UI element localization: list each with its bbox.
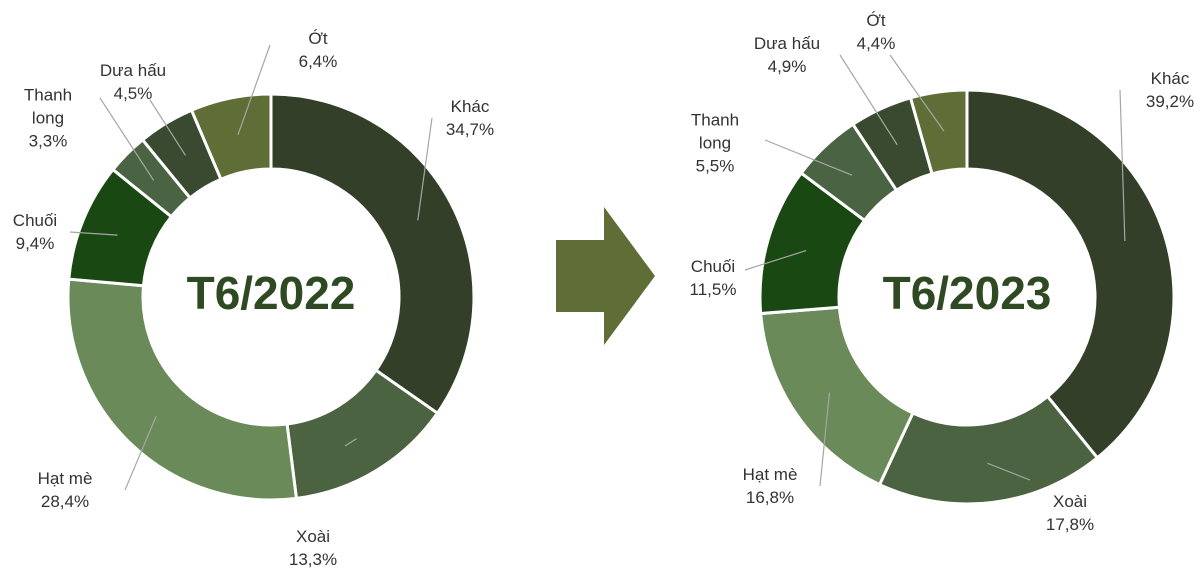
slice (66, 277, 299, 502)
arrow (556, 207, 655, 345)
category-label: Dưa hấu (753, 34, 821, 53)
leader-line (99, 97, 155, 181)
category-label: Xoài (1052, 492, 1088, 511)
leader-line (149, 99, 186, 156)
category-label: Ớt (308, 29, 328, 48)
slice-label: Chuối 9,4% (13, 209, 57, 255)
slice (965, 88, 1176, 460)
slice (189, 92, 273, 182)
slice-label: Xoài 17,8% (1046, 490, 1094, 536)
category-label: Thanh long (23, 85, 73, 128)
category-label: Dưa hấu (99, 61, 167, 80)
slice-label: Hạt mè 28,4% (38, 467, 93, 513)
leader-line (839, 54, 898, 146)
value-label: 6,4% (298, 52, 338, 71)
center-title: T6/2022 (187, 267, 356, 319)
slice (759, 305, 915, 487)
value-label: 4,5% (113, 84, 153, 103)
slice-label: Khác 39,2% (1146, 67, 1194, 113)
leader-line (889, 54, 945, 132)
value-label: 11,5% (689, 280, 737, 299)
category-label: Ớt (866, 11, 886, 30)
category-label: Chuối (12, 211, 58, 230)
value-label: 28,4% (40, 492, 90, 511)
slice-label: Ớt 4,4% (857, 9, 896, 55)
value-label: 4,9% (767, 57, 807, 76)
leader-line (69, 231, 118, 236)
category-label: Thanh long (690, 110, 740, 153)
value-label: 17,8% (1045, 515, 1095, 534)
slice-label: Ớt 6,4% (299, 27, 338, 73)
category-label: Chuối (690, 257, 736, 276)
value-label: 34,7% (445, 120, 495, 139)
value-label: 3,3% (28, 131, 68, 151)
value-label: 5,5% (695, 156, 735, 176)
slice-label: Xoài 13,3% (289, 525, 337, 571)
slice-label: Dưa hấu 4,9% (754, 32, 820, 78)
slice (908, 88, 969, 176)
leader-line (744, 249, 807, 271)
slice-label: Khác 34,7% (446, 95, 494, 141)
leader-line (1119, 89, 1126, 242)
center-title: T6/2023 (883, 267, 1052, 319)
leader-line (987, 462, 1031, 481)
leader-line (417, 117, 433, 221)
leader-line (124, 415, 157, 491)
slice-label: Thanh long 3,3% (18, 84, 78, 153)
category-label: Khác (1150, 69, 1190, 88)
slice-label: Dưa hấu 4,5% (100, 59, 166, 105)
slice-label: Thanh long 5,5% (685, 109, 745, 178)
category-label: Hạt mè (37, 469, 93, 488)
value-label: 9,4% (15, 234, 55, 253)
slice-label: Hạt mè 16,8% (743, 463, 798, 509)
leader-line (237, 44, 271, 136)
category-label: Xoài (295, 527, 331, 546)
slice (269, 92, 476, 416)
value-label: 39,2% (1145, 92, 1195, 111)
category-label: Hạt mè (742, 465, 798, 484)
category-label: Khác (450, 97, 490, 116)
value-label: 4,4% (856, 34, 896, 53)
value-label: 13,3% (288, 550, 338, 569)
leader-line (764, 139, 853, 176)
leader-line (344, 438, 357, 447)
value-label: 16,8% (745, 488, 795, 507)
slice-label: Chuối 11,5% (690, 255, 737, 301)
leader-line (819, 392, 831, 487)
